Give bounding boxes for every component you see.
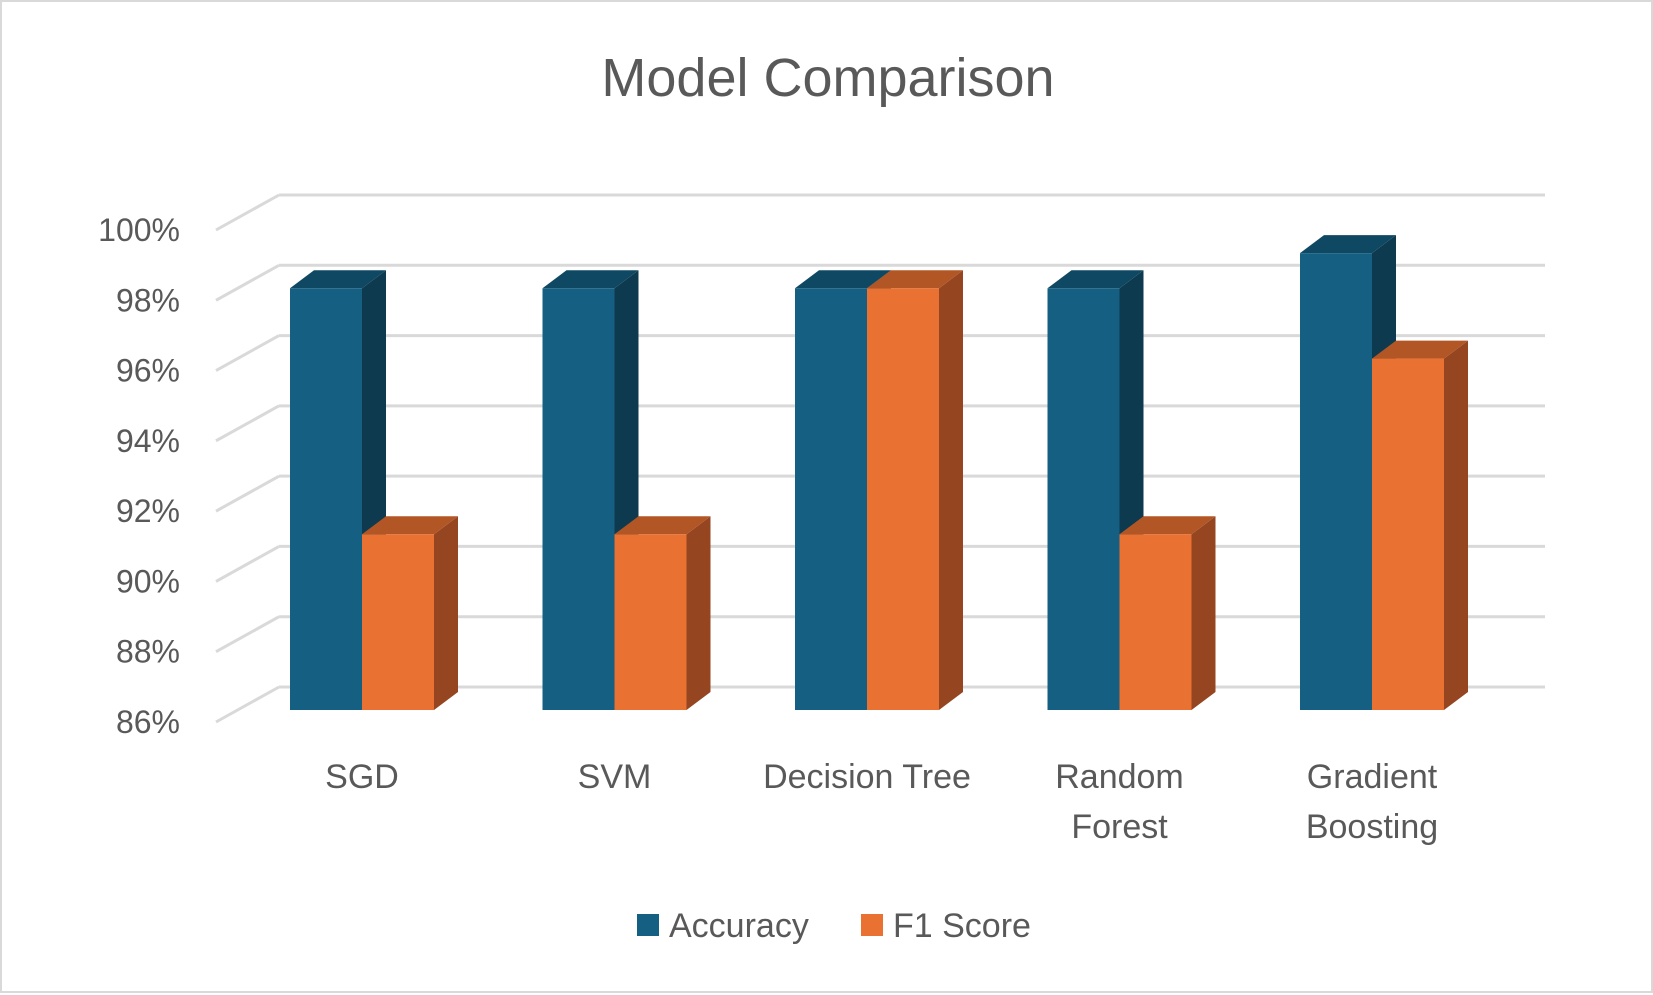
- bar: [867, 288, 939, 710]
- bar-side: [434, 516, 458, 710]
- bar: [1119, 534, 1192, 710]
- bar-top: [867, 270, 963, 289]
- bar-side: [939, 270, 963, 710]
- y-tick-label: 94%: [116, 423, 180, 459]
- x-category-label: SVM: [578, 758, 652, 796]
- y-tick-label: 100%: [98, 212, 180, 248]
- bar-top: [614, 516, 711, 535]
- bar-top: [1372, 340, 1468, 359]
- bar: [362, 534, 434, 710]
- y-tick-label: 96%: [116, 353, 180, 389]
- gridline-diagonal: [215, 545, 280, 583]
- x-category-label: Decision Tree: [763, 758, 971, 796]
- bar-top: [290, 270, 386, 289]
- bar: [542, 288, 615, 710]
- x-category-label: Gradient: [1307, 758, 1438, 796]
- legend: Accuracy F1 Score: [637, 907, 1031, 945]
- y-tick-label: 98%: [116, 282, 180, 318]
- bar-top: [1300, 235, 1396, 254]
- gridline-diagonal: [215, 404, 280, 443]
- gridline-diagonal: [215, 685, 280, 724]
- chart-title: Model Comparison: [601, 48, 1054, 108]
- y-axis-ticks: 86% 88% 90% 92% 94% 96% 98% 100%: [98, 212, 180, 740]
- gridline-diagonal: [215, 474, 280, 513]
- x-category-label: SGD: [325, 758, 399, 796]
- bar-top: [1047, 270, 1144, 289]
- bar-top: [1119, 516, 1216, 535]
- gridline-diagonal: [215, 334, 280, 372]
- bar-side: [686, 516, 711, 710]
- bar: [614, 534, 687, 710]
- bar: [795, 288, 867, 710]
- legend-swatch: [861, 914, 883, 936]
- x-category-label: Boosting: [1306, 808, 1438, 846]
- y-tick-label: 92%: [116, 493, 180, 529]
- bar-top: [362, 516, 458, 535]
- bars: [290, 235, 1468, 710]
- y-tick-label: 86%: [116, 704, 180, 740]
- x-category-label: Forest: [1071, 808, 1168, 846]
- legend-label: Accuracy: [669, 907, 809, 945]
- gridline-diagonal: [215, 193, 280, 232]
- x-axis-categories: SGD SVM Decision Tree Random Forest Gradient B…: [325, 758, 1438, 846]
- bar: [1047, 288, 1120, 710]
- legend-label: F1 Score: [893, 907, 1031, 945]
- x-category-label: Random: [1055, 758, 1184, 796]
- bar-side: [1191, 516, 1216, 710]
- bar-top: [795, 270, 891, 289]
- bar: [1372, 358, 1444, 710]
- gridline-diagonal: [215, 615, 280, 654]
- bar: [290, 288, 362, 710]
- gridline-diagonal: [215, 263, 280, 302]
- bar: [1300, 253, 1372, 710]
- legend-swatch: [637, 914, 659, 936]
- y-tick-label: 90%: [116, 563, 180, 599]
- bar-top: [542, 270, 639, 289]
- y-tick-label: 88%: [116, 634, 180, 670]
- bar-side: [1444, 340, 1468, 710]
